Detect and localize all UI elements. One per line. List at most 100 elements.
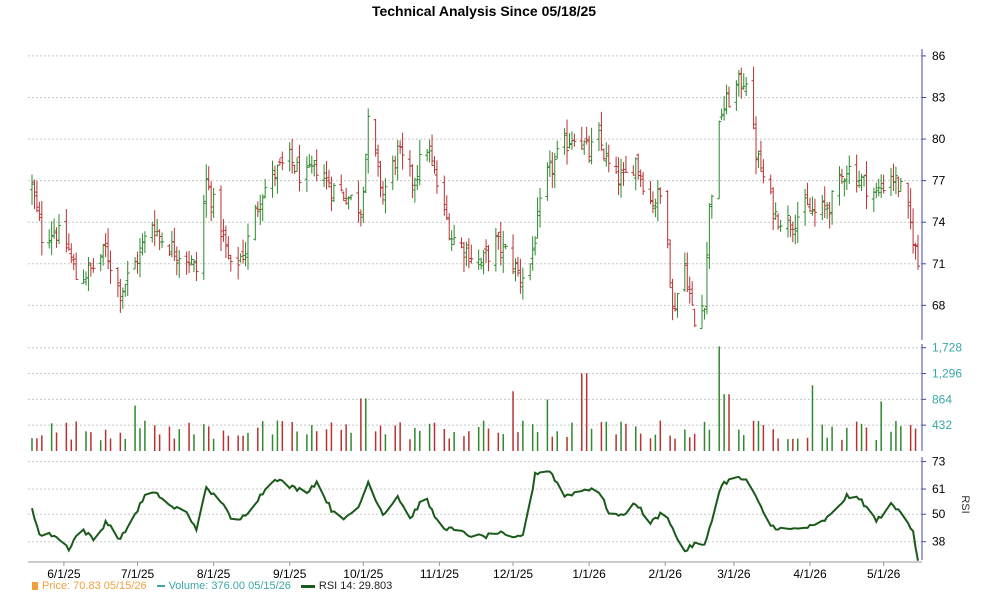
volume-bar: [757, 420, 760, 451]
legend: Price: 70.83 05/15/26 Volume: 376.00 05/…: [32, 580, 392, 592]
volume-bar: [124, 438, 127, 451]
volume-bar: [374, 431, 377, 451]
legend-price: Price: 70.83 05/15/26: [32, 580, 147, 592]
volume-bar: [880, 401, 882, 451]
x-tick-label: 11/1/25: [420, 567, 459, 581]
volume-bar: [193, 434, 195, 451]
volume-bar: [379, 425, 382, 451]
rsi-tick-label: 61: [932, 482, 946, 496]
volume-bar: [600, 422, 603, 451]
volume-bar: [762, 425, 765, 451]
volume-bar: [703, 421, 706, 451]
rsi-line: [31, 470, 919, 561]
volume-bar: [846, 427, 848, 451]
x-tick-label: 9/1/25: [273, 567, 307, 581]
volume-bar: [119, 432, 122, 451]
legend-rsi: RSI 14: 29.803: [300, 580, 392, 592]
volume-bar: [590, 428, 593, 451]
volume-bar: [271, 434, 274, 451]
volume-bar: [296, 431, 298, 451]
volume-bar: [306, 434, 308, 451]
volume-bar: [826, 437, 828, 451]
volume-bar: [325, 429, 328, 451]
volume-bar: [841, 439, 843, 451]
legend-price-text: Price: 70.83 05/15/26: [42, 580, 147, 592]
volume-bar: [855, 421, 858, 451]
volume-bar: [345, 424, 347, 451]
volume-bar: [41, 435, 43, 451]
volume-bar: [531, 424, 534, 451]
price-tick-label: 86: [932, 49, 946, 63]
volume-bar: [787, 439, 789, 451]
volume-bar: [777, 438, 779, 451]
price-tick-label: 71: [932, 257, 946, 271]
volume-bar: [365, 398, 367, 451]
volume-bar: [85, 431, 87, 451]
volume-bar: [581, 373, 583, 451]
volume-bar: [178, 429, 181, 451]
volume-bar: [36, 438, 38, 451]
volume-bar: [806, 437, 809, 451]
rsi-panel: [31, 470, 919, 561]
volume-tick-label: 432: [932, 418, 952, 432]
price-tick-label: 80: [932, 132, 946, 146]
volume-bar: [242, 435, 244, 451]
volume-bar: [311, 425, 313, 451]
volume-bar: [909, 424, 912, 451]
volume-bar: [276, 420, 279, 451]
volume-bar: [831, 426, 833, 451]
volume-bar: [821, 424, 824, 451]
volume-bar: [399, 422, 401, 451]
volume-bar: [281, 421, 284, 451]
volume-bar: [693, 433, 696, 451]
volume-bar: [895, 421, 897, 451]
volume-bar: [468, 431, 470, 451]
volume-bar: [330, 422, 333, 451]
rsi-tick-label: 50: [932, 507, 946, 521]
volume-bar: [723, 394, 725, 451]
volume-tick-label: 1,728: [932, 341, 962, 355]
volume-bar: [718, 346, 720, 451]
volume-bar: [291, 421, 293, 451]
x-tick-label: 6/1/25: [47, 567, 81, 581]
volume-bar: [409, 439, 411, 451]
x-tick-label: 5/1/26: [867, 567, 901, 581]
volume-bar: [350, 432, 352, 451]
volume-bar: [556, 431, 558, 451]
price-tick-label: 77: [932, 174, 946, 188]
volume-bar: [340, 429, 342, 451]
volume-bar: [742, 435, 745, 451]
volume-bar: [90, 432, 92, 451]
volume-bar: [585, 373, 588, 451]
volume-bar: [708, 429, 711, 451]
volume-bar: [639, 433, 642, 451]
volume-bar: [914, 428, 917, 451]
volume-bar: [168, 426, 171, 451]
volume-bar: [620, 421, 622, 451]
volume-bar: [212, 438, 215, 451]
volume-bar: [615, 434, 617, 451]
legend-volume: Volume: 376.00 05/15/26: [156, 580, 291, 592]
volume-bar: [482, 420, 485, 451]
volume-bar: [635, 426, 637, 451]
volume-bar: [752, 420, 755, 451]
axis-labels: 68 71 74 77 80 83 86 432 864 1,296 1,728 38 50 61 73 RS…: [47, 49, 971, 581]
price-tick-label: 83: [932, 91, 946, 105]
volume-bar: [99, 440, 102, 451]
volume-bars: [31, 346, 917, 451]
price-tick-label: 74: [932, 215, 946, 229]
x-tick-label: 2/1/26: [649, 567, 683, 581]
volume-bar: [139, 428, 141, 451]
volume-bar: [360, 398, 362, 451]
x-tick-label: 12/1/25: [493, 567, 533, 581]
price-swatch-icon: [32, 582, 38, 590]
volume-bar: [865, 427, 868, 451]
volume-bar: [512, 391, 514, 451]
grid-lines: [28, 55, 922, 543]
rsi-tick-label: 73: [932, 455, 946, 469]
volume-bar: [261, 421, 264, 451]
price-tick-label: 68: [932, 298, 946, 312]
volume-bar: [792, 438, 794, 451]
volume-bar: [31, 438, 33, 451]
